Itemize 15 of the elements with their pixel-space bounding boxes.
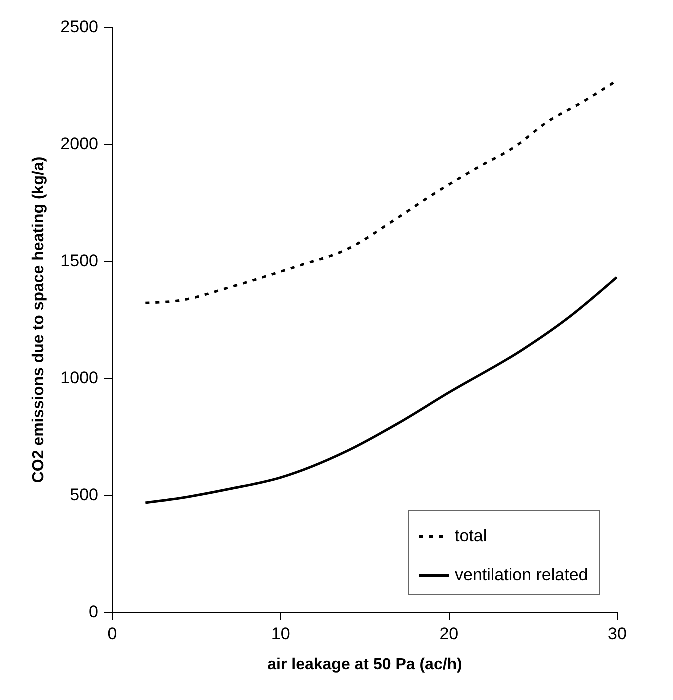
- x-tick-label: 20: [440, 624, 459, 644]
- y-tick-label: 1500: [60, 252, 98, 270]
- legend-label: total: [455, 526, 488, 546]
- y-tick-label: 1000: [60, 368, 98, 388]
- x-tick-label: 10: [271, 624, 290, 644]
- x-tick-label: 0: [108, 624, 118, 644]
- y-tick-label: 2000: [60, 134, 98, 154]
- line-series: [144, 276, 618, 504]
- legend-label: ventilation related: [455, 566, 588, 584]
- x-tick-label: 30: [608, 624, 627, 644]
- y-tick-label: 0: [89, 602, 98, 622]
- y-axis-title: CO2 emissions due to space heating (kg/a): [30, 156, 48, 484]
- y-tick-label: 2500: [60, 18, 98, 36]
- y-tick-label: 500: [70, 486, 98, 504]
- x-axis-title: air leakage at 50 Pa (ac/h): [268, 656, 462, 674]
